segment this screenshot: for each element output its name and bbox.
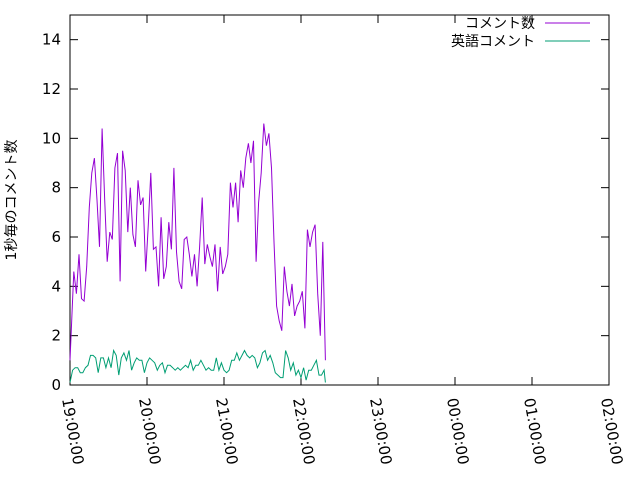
y-axis-ticks: 0 2 4 6 8 10 12 14	[42, 31, 609, 394]
y-tick-label: 6	[51, 228, 61, 246]
y-tick-label: 8	[51, 179, 61, 197]
x-tick-label: 02:00:00	[597, 397, 626, 466]
y-tick-label: 4	[51, 277, 61, 295]
series-line-2	[69, 348, 326, 383]
plot-border	[69, 14, 610, 386]
legend-label-1: コメント数	[465, 16, 535, 32]
legend-label-2: 英語コメント	[451, 33, 535, 50]
x-tick-label: 21:00:00	[212, 397, 241, 466]
series-layer	[69, 123, 326, 383]
y-tick-label: 2	[51, 327, 61, 345]
x-tick-label: 23:00:00	[366, 397, 395, 466]
x-tick-label: 00:00:00	[443, 397, 472, 466]
y-tick-label: 10	[42, 129, 61, 147]
x-tick-label: 19:00:00	[58, 397, 87, 466]
y-tick-label: 12	[42, 80, 61, 98]
y-tick-label: 14	[42, 31, 61, 49]
x-tick-label: 22:00:00	[289, 397, 318, 466]
x-axis-ticks: 19:00:00 20:00:00 21:00:00 22:00:00 23:00:00…	[58, 15, 626, 466]
x-tick-label: 01:00:00	[520, 397, 549, 466]
x-tick-label: 20:00:00	[135, 397, 164, 466]
series-line-1	[69, 123, 326, 361]
plot-frame	[69, 14, 610, 386]
y-axis-label: 1秒毎のコメント数	[4, 140, 20, 261]
y-tick-label: 0	[51, 376, 61, 394]
